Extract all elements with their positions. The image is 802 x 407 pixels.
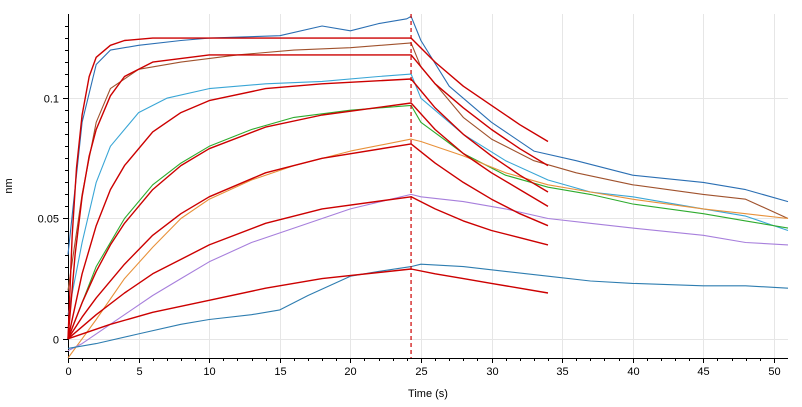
x-axis-label: Time (s) — [408, 388, 448, 400]
fit-curve-line-2 — [67, 54, 549, 339]
fit-curve-line-6 — [67, 196, 549, 340]
y-tick-label: 0.05 — [38, 214, 59, 226]
measured-series-line-5 — [67, 138, 789, 359]
x-tick-label: 40 — [627, 366, 639, 378]
fit-curve-line-1 — [67, 37, 549, 339]
x-tick-label: 5 — [136, 366, 142, 378]
x-tick-label: 20 — [344, 366, 356, 378]
y-tick-label: 0 — [53, 335, 59, 347]
measured-series-line-3 — [67, 73, 789, 315]
measured-series-line-6 — [67, 193, 789, 352]
x-tick-label: 50 — [768, 366, 780, 378]
y-axis-label: nm — [3, 178, 15, 193]
x-tick-label: 30 — [486, 366, 498, 378]
measured-series-line-1 — [67, 15, 789, 255]
x-tick-label: 45 — [697, 366, 709, 378]
fits-layer — [67, 37, 549, 340]
x-tick-label: 25 — [415, 366, 427, 378]
measured-series-line-4 — [67, 104, 789, 340]
fit-curve-line-3 — [67, 78, 549, 339]
measured-series-line-7 — [67, 263, 789, 349]
axes-layer: 0 5 10 15 20 25 30 35 40 45 50 0 0.05 0.1 — [38, 14, 788, 378]
x-tick-label: 0 — [65, 366, 71, 378]
fit-curve-line-7 — [67, 268, 549, 340]
x-tick-label: 10 — [203, 366, 215, 378]
fit-curve-line-4 — [67, 102, 549, 340]
grid-layer — [68, 14, 788, 358]
fit-curve-line-5 — [67, 143, 549, 340]
y-tick-label: 0.1 — [44, 94, 59, 106]
x-tick-label: 35 — [556, 366, 568, 378]
x-tick-label: 15 — [274, 366, 286, 378]
